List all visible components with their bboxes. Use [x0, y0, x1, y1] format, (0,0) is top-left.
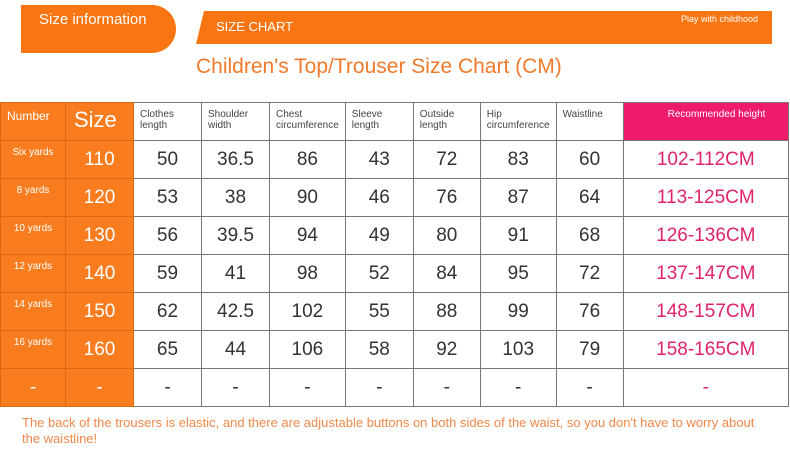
column-header: Clothes length — [133, 102, 202, 141]
page-title: Children's Top/Trouser Size Chart (CM) — [196, 55, 562, 78]
table-cell: 103 — [479, 330, 557, 369]
table-cell: 53 — [133, 178, 202, 217]
table-cell: 87 — [479, 178, 557, 217]
column-header: Recommended height — [622, 102, 790, 141]
table-cell: 106 — [269, 330, 346, 369]
size-table: Number Size Clothes length Shoulder width Ch… — [0, 102, 790, 407]
column-header: Shoulder width — [201, 102, 270, 141]
table-cell: 137-147CM — [622, 254, 790, 293]
table-cell: 72 — [412, 140, 481, 179]
table-cell: 126-136CM — [622, 216, 790, 255]
table-cell: - — [479, 368, 557, 407]
table-cell: 95 — [479, 254, 557, 293]
table-cell: 52 — [344, 254, 414, 293]
table-cell: 150 — [65, 292, 134, 331]
table-cell: 88 — [412, 292, 481, 331]
table-cell: 92 — [412, 330, 481, 369]
table-cell: 140 — [65, 254, 134, 293]
table-cell: 79 — [555, 330, 624, 369]
table-cell: 83 — [479, 140, 557, 179]
table-cell: 59 — [133, 254, 202, 293]
table-cell: - — [555, 368, 624, 407]
table-cell: - — [269, 368, 346, 407]
table-cell: 62 — [133, 292, 202, 331]
table-cell: 68 — [555, 216, 624, 255]
table-cell: 98 — [269, 254, 346, 293]
table-cell: 14 yards — [0, 292, 66, 331]
table-cell: 102 — [269, 292, 346, 331]
footnote: The back of the trousers is elastic, and… — [22, 415, 755, 446]
table-cell: 113-125CM — [622, 178, 790, 217]
table-row: ---------- — [0, 368, 790, 407]
table-cell: 99 — [479, 292, 557, 331]
table-cell: - — [412, 368, 481, 407]
table-cell: 84 — [412, 254, 481, 293]
column-header: Size — [65, 102, 134, 141]
table-row: 8 yards 120 53 38 90 46 76 87 64 113-125CM — [0, 178, 790, 217]
table-cell: Six yards — [0, 140, 66, 179]
table-cell: - — [622, 368, 790, 407]
table-cell: 120 — [65, 178, 134, 217]
table-cell: 38 — [201, 178, 270, 217]
table-cell: 94 — [269, 216, 346, 255]
table-cell: 39.5 — [201, 216, 270, 255]
table-cell: 49 — [344, 216, 414, 255]
column-header: Number — [0, 102, 66, 141]
table-cell: 16 yards — [0, 330, 66, 369]
table-cell: 8 yards — [0, 178, 66, 217]
table-row: 16 yards 160 65 44 106 58 92 103 79 158-165CM — [0, 330, 790, 369]
table-cell: 56 — [133, 216, 202, 255]
table-cell: 86 — [269, 140, 346, 179]
table-row: 12 yards 140 59 41 98 52 84 95 72 137-147CM — [0, 254, 790, 293]
size-information-tab: Size information — [21, 5, 176, 53]
table-cell: 42.5 — [201, 292, 270, 331]
header-row: Number Size Clothes length Shoulder width Ch… — [0, 102, 790, 141]
table-cell: 41 — [201, 254, 270, 293]
table-cell: 46 — [344, 178, 414, 217]
table-row: Six yards 110 50 36.5 86 43 72 83 60 102-112CM — [0, 140, 790, 179]
table-cell: 148-157CM — [622, 292, 790, 331]
table-cell: 50 — [133, 140, 202, 179]
table-cell: 76 — [412, 178, 481, 217]
column-header: Hip circumference — [479, 102, 557, 141]
table-cell: 43 — [344, 140, 414, 179]
column-header: Sleeve length — [344, 102, 414, 141]
banner-slogan: Play with childhood — [681, 14, 759, 24]
table-row: 10 yards 130 56 39.5 94 49 80 91 68 126-136CM — [0, 216, 790, 255]
table-cell: 64 — [555, 178, 624, 217]
table-cell: 91 — [479, 216, 557, 255]
table-cell: 76 — [555, 292, 624, 331]
table-cell: 65 — [133, 330, 202, 369]
table-cell: 160 — [65, 330, 134, 369]
table-cell: 44 — [201, 330, 270, 369]
table-row: 14 yards 150 62 42.5 102 55 88 99 76 148-157CM — [0, 292, 790, 331]
table-cell: 55 — [344, 292, 414, 331]
table-cell: 102-112CM — [622, 140, 790, 179]
table-cell: 36.5 — [201, 140, 270, 179]
column-header: Outside length — [412, 102, 481, 141]
table-cell: 10 yards — [0, 216, 66, 255]
table-cell: 110 — [65, 140, 134, 179]
table-cell: 60 — [555, 140, 624, 179]
table-cell: - — [0, 368, 66, 407]
table-cell: - — [65, 368, 134, 407]
size-chart-banner: SIZE CHART Play with childhood — [196, 11, 772, 44]
table-cell: 90 — [269, 178, 346, 217]
table-cell: 130 — [65, 216, 134, 255]
table-cell: 12 yards — [0, 254, 66, 293]
table-cell: 158-165CM — [622, 330, 790, 369]
banner-title: SIZE CHART — [216, 19, 294, 34]
table-cell: - — [201, 368, 270, 407]
table-cell: - — [344, 368, 414, 407]
table-cell: 58 — [344, 330, 414, 369]
column-header: Chest circumference — [269, 102, 346, 141]
table-cell: 80 — [412, 216, 481, 255]
column-header: Waistline — [555, 102, 624, 141]
table-cell: - — [133, 368, 202, 407]
table-cell: 72 — [555, 254, 624, 293]
